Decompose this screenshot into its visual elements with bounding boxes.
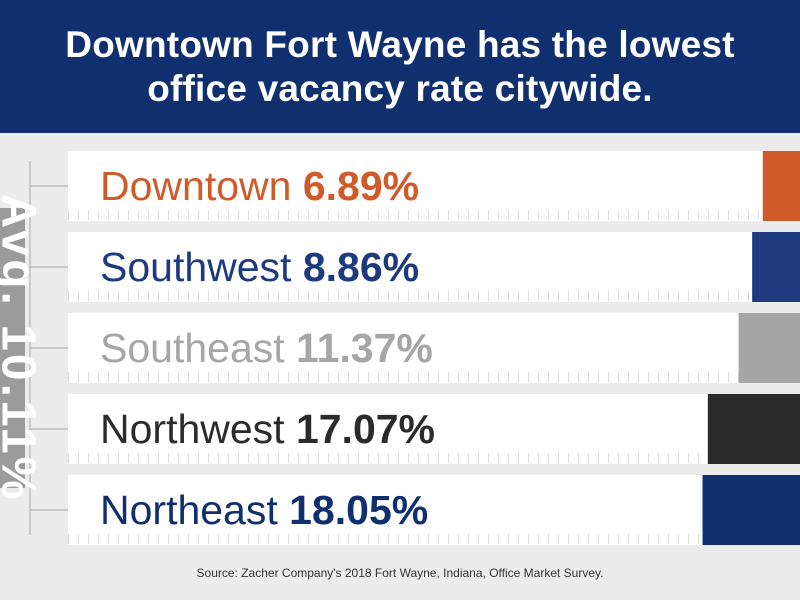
category-label: Downtown — [100, 163, 303, 209]
bar-label-downtown: Downtown 6.89% — [100, 163, 419, 209]
bar-southeast — [738, 313, 800, 383]
bar-row-background — [68, 394, 800, 464]
source-note: Source: Zacher Company's 2018 Fort Wayne… — [196, 566, 604, 580]
bar-northeast — [702, 475, 800, 545]
bar-row-background — [68, 151, 800, 221]
bar-row-background — [68, 232, 800, 302]
bar-label-northeast: Northeast 18.05% — [100, 487, 428, 533]
category-label: Northeast — [100, 487, 289, 533]
category-label: Southeast — [100, 325, 296, 371]
axis-bracket — [29, 161, 68, 535]
bar-chart: Downtown 6.89% Southwest 8.86% Southeast 1… — [0, 133, 800, 553]
bar-row-southwest: Southwest 8.86% — [68, 232, 800, 302]
average-axis: Avg. 10.11% — [0, 194, 44, 503]
bar-southwest — [752, 232, 800, 302]
bar-chart-svg: Downtown 6.89%Southwest 8.86%Southeast 1… — [0, 151, 800, 545]
bar-row-southeast: Southeast 11.37% — [68, 313, 800, 383]
value-label: 17.07% — [296, 406, 435, 452]
bar-northwest — [707, 394, 800, 464]
bar-rows: Downtown 6.89%Southwest 8.86%Southeast 1… — [68, 151, 800, 545]
value-label: 6.89% — [303, 163, 419, 209]
bar-row-northwest: Northwest 17.07% — [68, 394, 800, 464]
bar-downtown — [762, 151, 800, 221]
bar-label-southwest: Southwest 8.86% — [100, 244, 419, 290]
header-banner: Downtown Fort Wayne has the lowest offic… — [0, 0, 800, 133]
bar-row-background — [68, 313, 800, 383]
bar-row-northeast: Northeast 18.05% — [68, 475, 800, 545]
average-axis-label: Avg. 10.11% — [0, 194, 44, 503]
bar-label-southeast: Southeast 11.37% — [100, 325, 433, 371]
bar-label-northwest: Northwest 17.07% — [100, 406, 435, 452]
value-label: 11.37% — [296, 325, 433, 371]
category-label: Southwest — [100, 244, 303, 290]
value-label: 18.05% — [289, 487, 428, 533]
bar-row-background — [68, 475, 800, 545]
chart-title: Downtown Fort Wayne has the lowest offic… — [65, 23, 735, 109]
average-axis-box — [0, 208, 25, 488]
value-label: 8.86% — [303, 244, 419, 290]
bar-row-downtown: Downtown 6.89% — [68, 151, 800, 221]
category-label: Northwest — [100, 406, 296, 452]
